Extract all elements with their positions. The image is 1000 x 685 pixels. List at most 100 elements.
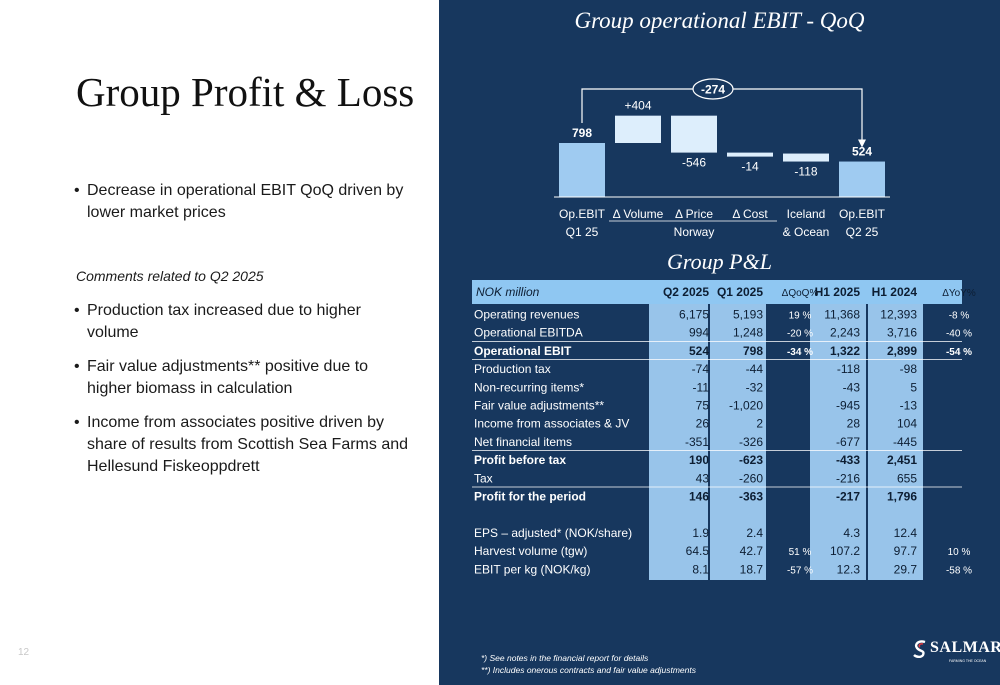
bar-value-label: -546 <box>682 156 706 170</box>
table-cell: 104 <box>897 417 917 431</box>
table-column-header: NOK million <box>476 285 540 299</box>
table-cell: 3,716 <box>887 326 917 340</box>
table-cell: 994 <box>689 326 709 340</box>
category-label: Δ Price <box>675 207 713 221</box>
waterfall-bar <box>615 115 661 143</box>
table-cell: -1,020 <box>729 399 763 413</box>
table-cell: -945 <box>836 399 860 413</box>
page-title: Group Profit & Loss <box>76 69 415 115</box>
category-label: Q1 25 <box>566 225 599 239</box>
table-cell: -623 <box>739 453 763 467</box>
table-row-label: EBIT per kg (NOK/kg) <box>474 562 590 576</box>
table-row-label: Profit before tax <box>474 453 566 467</box>
table-cell: 190 <box>689 453 709 467</box>
table-cell: 51 % <box>789 547 812 558</box>
table-cell: 12.3 <box>837 562 861 576</box>
table-cell: -13 <box>900 399 918 413</box>
data-panel-svg: 798 +404 -546 -14 -118 524 Op.EBIT Q1 25 Δ Volum… <box>472 78 976 580</box>
table-cell: 1,796 <box>887 490 917 504</box>
category-label: Δ Volume <box>613 207 664 221</box>
category-label: Q2 25 <box>846 225 879 239</box>
table-cell: 28 <box>847 417 861 431</box>
group-label: Norway <box>674 225 715 239</box>
table-cell: 2.4 <box>746 526 763 540</box>
salmar-logo: SALMAR FARMING THE OCEAN <box>913 637 1000 667</box>
table-cell: -216 <box>836 471 860 485</box>
right-panel: 798 +404 -546 -14 -118 524 Op.EBIT Q1 25 Δ Volum… <box>439 0 1000 685</box>
table-row-label: Non-recurring items* <box>474 380 584 394</box>
category-label: Iceland <box>787 207 826 221</box>
table-cell: -44 <box>746 362 764 376</box>
table-cell: 1,248 <box>733 326 763 340</box>
table-cell: 64.5 <box>686 544 710 558</box>
waterfall-bar <box>727 152 773 157</box>
table-header-band <box>472 280 962 304</box>
salmar-logo-icon <box>913 640 926 658</box>
table-cell: 524 <box>689 344 709 358</box>
footnote-1: *) See notes in the financial report for… <box>481 653 649 663</box>
table-cell: 2,451 <box>887 453 917 467</box>
bullet-list-top: Decrease in operational EBIT QoQ driven … <box>74 180 414 224</box>
table-cell: 1.9 <box>692 526 709 540</box>
waterfall-bar <box>671 115 717 153</box>
table-cell: -43 <box>843 380 861 394</box>
column-highlight <box>710 280 766 580</box>
table-cell: 8.1 <box>692 562 709 576</box>
table-cell: 146 <box>689 490 709 504</box>
table-cell: 655 <box>897 471 917 485</box>
table-cell: -32 <box>746 380 764 394</box>
total-change-label: -274 <box>701 83 725 97</box>
category-label: Op.EBIT <box>559 207 606 221</box>
table-cell: 26 <box>696 417 710 431</box>
table-cell: -57 % <box>787 565 813 576</box>
table-row-label: Profit for the period <box>474 490 586 504</box>
table-cell: -74 <box>692 362 710 376</box>
table-column-header: H1 2025 <box>815 285 861 299</box>
table-cell: 5,193 <box>733 308 763 322</box>
waterfall-bar <box>839 161 885 197</box>
table-column-header: ΔYoY% <box>942 288 976 299</box>
table-row-label: Harvest volume (tgw) <box>474 544 587 558</box>
table-cell: 11,368 <box>824 308 860 322</box>
category-label: & Ocean <box>783 225 830 239</box>
table-row-label: EPS – adjusted* (NOK/share) <box>474 526 632 540</box>
table-cell: -260 <box>739 471 763 485</box>
bar-value-label: +404 <box>624 99 651 113</box>
bar-value-label: 798 <box>572 126 592 140</box>
table-cell: 12.4 <box>894 526 918 540</box>
table-cell: 107.2 <box>830 544 860 558</box>
table-row-label: Operational EBITDA <box>474 326 583 340</box>
bullet-list-comments: Production tax increased due to higher v… <box>74 300 414 478</box>
table-cell: 1,322 <box>830 344 860 358</box>
table-cell: 6,175 <box>679 308 709 322</box>
category-label: Δ Cost <box>732 207 768 221</box>
table-column-header: ΔQoQ% <box>782 288 819 299</box>
total-change-badge <box>692 78 734 100</box>
bullet-item: Fair value adjustments** positive due to… <box>74 356 414 400</box>
table-row-label: Operational EBIT <box>474 344 572 358</box>
column-highlight <box>810 280 866 580</box>
bullet-item: Income from associates positive driven b… <box>74 412 414 478</box>
table-row-label: Fair value adjustments** <box>474 399 604 413</box>
table-cell: -326 <box>739 435 763 449</box>
table-cell: 97.7 <box>894 544 918 558</box>
bullet-item: Decrease in operational EBIT QoQ driven … <box>74 180 414 224</box>
logo-wordmark: SALMAR <box>930 639 1000 656</box>
table-cell: 18.7 <box>740 562 764 576</box>
table-cell: -118 <box>837 362 860 376</box>
table-cell: -54 % <box>946 347 972 358</box>
table-cell: -34 % <box>787 347 813 358</box>
bar-value-label: 524 <box>852 145 872 159</box>
table-cell: -677 <box>836 435 860 449</box>
table-cell: -8 % <box>949 311 970 322</box>
table-cell: -11 <box>693 380 710 394</box>
table-row-label: Production tax <box>474 362 551 376</box>
table-cell: 42.7 <box>740 544 764 558</box>
table-cell: -20 % <box>787 329 813 340</box>
logo-tagline: FARMING THE OCEAN <box>949 659 987 663</box>
waterfall-bar <box>559 143 605 197</box>
table-title: Group P&L <box>667 249 772 274</box>
bullet-item: Production tax increased due to higher v… <box>74 300 414 344</box>
table-cell: 75 <box>696 399 710 413</box>
table-column-header: Q2 2025 <box>663 285 709 299</box>
